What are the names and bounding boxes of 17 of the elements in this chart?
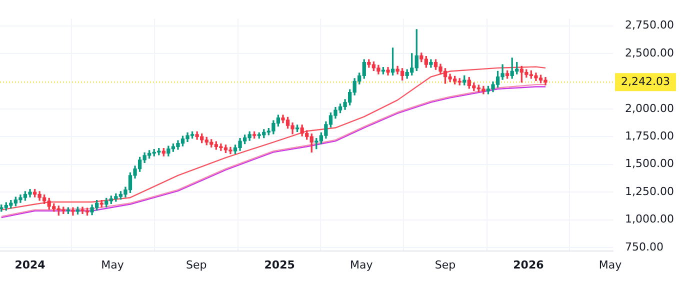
y-tick-label: 1,000.00 (625, 212, 674, 226)
x-tick-label: Sep (434, 258, 456, 272)
y-tick-label: 2,500.00 (625, 46, 674, 60)
y-tick-label: 2,000.00 (625, 102, 674, 115)
x-tick-label: May (350, 258, 374, 272)
y-tick-label: 2,750.00 (625, 18, 674, 32)
ref-line-label: 2,242.03 (621, 74, 670, 88)
y-tick-label: 750.00 (625, 240, 664, 254)
x-tick-label: May (598, 258, 622, 272)
x-tick-label: 2026 (513, 258, 544, 272)
x-tick-label: 2024 (14, 258, 46, 272)
x-tick-label: Sep (186, 258, 207, 272)
y-tick-label: 1,250.00 (625, 184, 674, 198)
x-tick-label: 2025 (264, 258, 295, 272)
y-tick-label: 1,500.00 (625, 157, 674, 170)
y-tick-label: 1,750.00 (625, 130, 674, 142)
x-tick-label: May (101, 258, 124, 272)
